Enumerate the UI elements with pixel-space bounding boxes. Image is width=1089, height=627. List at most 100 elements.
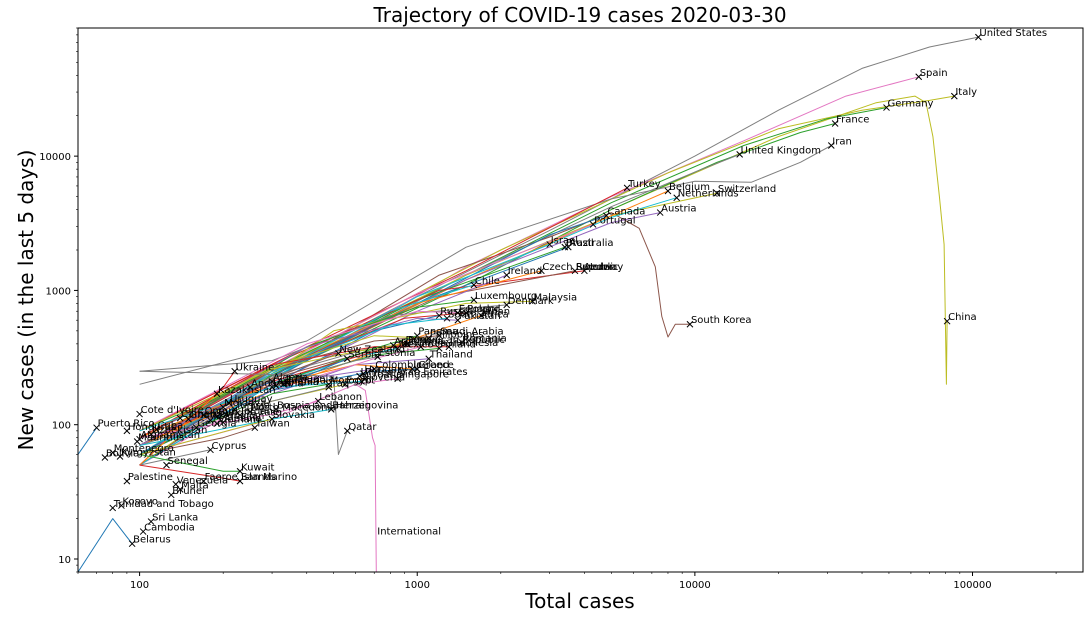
series-line-india	[139, 346, 421, 466]
x-marker-morocco	[325, 380, 333, 388]
country-label-canada: Canada	[607, 207, 645, 218]
series-line-san-marino	[139, 464, 241, 482]
country-label-slovakia: Slovakia	[273, 410, 315, 421]
country-label-iceland: Iceland	[413, 360, 449, 371]
country-label-chile: Chile	[475, 276, 500, 287]
x-marker-kyrgyzstan	[116, 453, 124, 460]
country-label-cambodia: Cambodia	[144, 523, 195, 534]
country-label-latvia: Latvia	[273, 378, 303, 389]
x-marker-panama	[413, 332, 421, 340]
country-label-cuba: Cuba	[157, 421, 183, 432]
country-label-saudi-arabia: Saudi Arabia	[440, 327, 503, 338]
x-marker-south-korea	[686, 320, 694, 328]
x-marker-slovakia	[268, 415, 276, 423]
series-line-puerto-rico	[78, 427, 98, 455]
country-label-senegal: Senegal	[168, 456, 208, 467]
country-label-kosovo: Kosovo	[122, 497, 158, 508]
x-marker-italy	[950, 92, 958, 100]
country-label-luxembourg: Luxembourg	[475, 291, 537, 302]
country-label-taiwan: Taiwan	[255, 419, 290, 430]
country-label-sri-lanka: Sri Lanka	[152, 513, 198, 524]
country-label-dominican-republic: Dominican Republic	[406, 335, 505, 346]
x-marker-iceland	[408, 365, 416, 373]
x-marker-japan	[477, 312, 485, 319]
country-label-greece: Greece	[418, 360, 454, 371]
series-line-kazakhstan	[139, 393, 218, 466]
x-marker-romania	[458, 339, 466, 346]
country-label-bulgaria: Bulgaria	[285, 375, 326, 386]
x-marker-montenegro	[109, 449, 117, 456]
x-marker-croatia	[361, 375, 369, 383]
x-marker-uzbekistan	[147, 430, 155, 438]
country-label-iraq: Iraq	[330, 378, 350, 389]
country-label-japan: Japan	[481, 307, 510, 318]
x-marker-united-kingdom	[736, 151, 744, 158]
x-marker-taiwan	[251, 424, 259, 432]
country-label-turkey: Turkey	[627, 179, 661, 190]
x-marker-bulgaria	[280, 380, 287, 388]
country-label-united-kingdom: United Kingdom	[741, 145, 821, 156]
x-marker-argentina	[389, 341, 397, 349]
country-label-singapore: Singapore	[399, 370, 449, 381]
country-label-south-africa: South Africa	[448, 309, 509, 320]
x-marker-ukraine	[231, 367, 239, 375]
series-line-philippines	[139, 335, 429, 439]
country-label-cameroon: Cameroon	[181, 409, 232, 420]
country-label-kazakhstan: Kazakhstan	[218, 385, 276, 396]
country-label-egypt: Egypt	[346, 375, 375, 386]
series-line-iraq	[139, 386, 329, 446]
x-marker-andorra	[246, 383, 254, 391]
x-marker-egypt	[341, 380, 349, 388]
x-marker-estonia	[374, 353, 381, 361]
x-axis-label: Total cases	[524, 589, 634, 613]
x-marker-san-marino	[236, 477, 244, 485]
series-line-lebanon	[139, 400, 319, 439]
country-label-russia: Russia	[440, 307, 472, 318]
series-line-kuwait	[139, 454, 240, 472]
x-marker-kuwait	[236, 467, 244, 475]
country-label-serbia: Serbia	[348, 350, 380, 361]
x-marker-denmark	[503, 301, 511, 309]
country-label-bahrain: Bahrain	[332, 400, 371, 411]
x-marker-ghana	[185, 415, 192, 423]
country-label-puerto-rico: Puerto Rico	[98, 419, 155, 430]
x-marker-israel	[546, 241, 554, 248]
country-label-panama: Panama	[418, 327, 458, 338]
country-label-pakistan: Pakistan	[459, 311, 501, 322]
x-marker-india	[417, 343, 425, 351]
y-axis-label: New cases (in the last 5 days)	[14, 150, 38, 451]
series-line-taiwan	[139, 427, 255, 455]
country-label-mauritius: Mauritius	[138, 432, 184, 443]
x-marker-mexico	[394, 345, 401, 352]
series-line-chile	[139, 284, 475, 455]
country-label-bolivia: Bolivia	[106, 448, 139, 459]
series-line-serbia	[139, 358, 348, 455]
country-label-ukraine: Ukraine	[236, 362, 275, 373]
x-marker-netherlands	[673, 194, 681, 202]
country-label-united-states: United States	[979, 28, 1047, 39]
country-label-malaysia: Malaysia	[533, 292, 577, 303]
x-marker-chile	[470, 281, 478, 289]
x-marker-germany	[883, 104, 890, 111]
country-label-spain: Spain	[920, 68, 948, 79]
country-label-ireland: Ireland	[508, 266, 543, 277]
country-label-international: International	[377, 526, 441, 537]
x-marker-bolivia	[101, 454, 109, 461]
x-marker-iraq	[325, 383, 333, 391]
x-marker-bahrain	[327, 406, 335, 413]
country-label-malta: Malta	[181, 480, 209, 491]
x-marker-cameroon	[176, 414, 184, 422]
country-label-ghana: Ghana	[189, 410, 222, 421]
x-marker-honduras	[123, 427, 131, 435]
country-label-peru: Peru	[408, 335, 430, 346]
x-marker-malta	[176, 486, 184, 493]
y-tick-label: 100	[52, 421, 71, 432]
country-label-israel: Israel	[551, 235, 578, 246]
series-line-luxembourg	[139, 299, 474, 446]
country-label-san-marino: San Marino	[241, 472, 297, 483]
x-marker-latvia	[268, 383, 276, 391]
x-marker-thailand	[425, 355, 433, 363]
x-marker-sweden	[571, 267, 579, 275]
country-label-algeria: Algeria	[273, 372, 308, 383]
